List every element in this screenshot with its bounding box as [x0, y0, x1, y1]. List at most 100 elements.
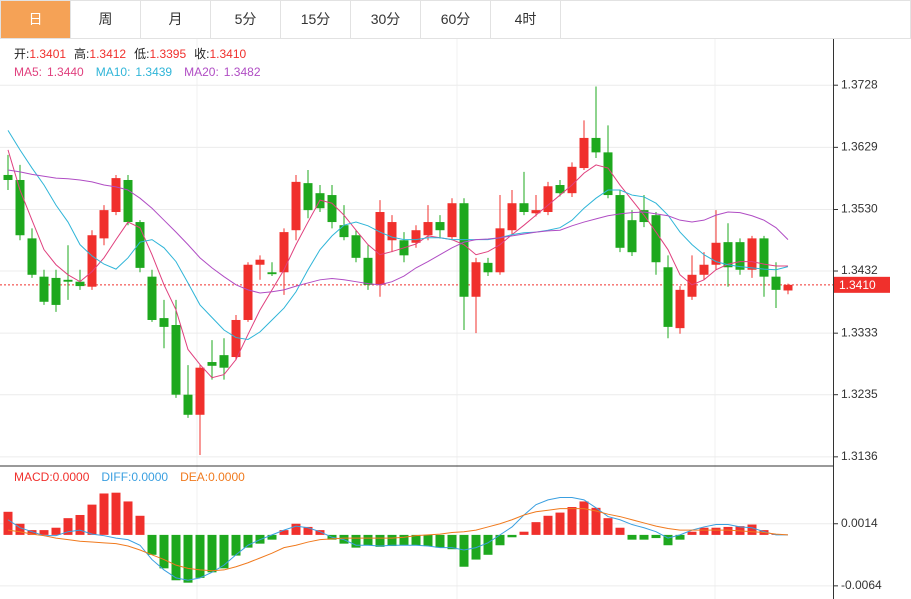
ohlc-value: 1.3395 — [149, 47, 186, 61]
candle-body — [639, 210, 649, 223]
macd-bar — [171, 534, 181, 581]
candle-body — [219, 355, 229, 368]
candle-body — [447, 203, 457, 238]
line-ma5 — [7, 149, 788, 379]
candle-body — [519, 203, 529, 213]
candle-body — [651, 215, 661, 263]
candle-body — [711, 242, 721, 265]
candle-body — [423, 222, 433, 236]
candle-body — [627, 220, 637, 253]
macd-bar — [351, 534, 361, 548]
period-tab[interactable]: 日 — [1, 1, 71, 38]
y-tick-label: 1.3136 — [841, 449, 878, 463]
line-ma10 — [7, 130, 789, 340]
macd-bar — [315, 530, 325, 535]
ohlc-label: 低: — [134, 47, 149, 61]
y-tick-label: 1.3333 — [841, 325, 878, 339]
legend-label: MA20: — [184, 65, 219, 79]
legend-label: DIFF: — [101, 470, 131, 484]
candle-body — [663, 267, 673, 327]
candle-body — [567, 166, 577, 194]
macd-bar — [207, 534, 217, 573]
macd-bar — [723, 526, 733, 535]
macd-bar — [27, 530, 37, 535]
candle-body — [483, 262, 493, 273]
period-tab[interactable]: 60分 — [421, 1, 491, 38]
line-dea — [7, 508, 789, 572]
y-tick-label: 1.3235 — [841, 387, 878, 401]
legend-value: 0.0000 — [208, 470, 245, 484]
candle-body — [231, 319, 241, 358]
candle-body — [111, 178, 121, 213]
last-price-label: 1.3410 — [839, 278, 876, 292]
candle-body — [771, 276, 781, 290]
macd-bar — [51, 527, 61, 535]
macd-bar — [699, 527, 709, 535]
period-tab[interactable]: 5分 — [211, 1, 281, 38]
legend-label: DEA: — [180, 470, 208, 484]
candle-body — [327, 195, 337, 223]
candle-body — [687, 274, 697, 297]
y-tick-label: -0.0064 — [841, 578, 882, 592]
candle-body — [531, 210, 541, 214]
period-tab[interactable]: 15分 — [281, 1, 351, 38]
candle-body — [459, 203, 469, 297]
period-tab[interactable]: 月 — [141, 1, 211, 38]
period-tab[interactable]: 30分 — [351, 1, 421, 38]
macd-bar — [423, 534, 433, 547]
candle-body — [351, 235, 361, 258]
period-tab[interactable]: 4时 — [491, 1, 561, 38]
macd-bar — [519, 531, 529, 535]
y-tick-label: 1.3530 — [841, 202, 878, 216]
macd-bar — [87, 504, 97, 535]
period-tabs: 日周月 5分 15分 30分 60分 4时 — [0, 0, 911, 39]
macd-bar — [651, 534, 661, 539]
macd-bar — [15, 523, 25, 535]
legend: MA5: 1.3440 MA10: 1.3439 MA20: 1.3482 — [14, 65, 261, 79]
candle-body — [27, 238, 37, 275]
legend-value: 1.3440 — [47, 65, 84, 79]
legend-label: MA5: — [14, 65, 42, 79]
candle-body — [147, 276, 157, 320]
candle-body — [783, 284, 793, 291]
macd-bar — [591, 507, 601, 535]
candle-body — [51, 277, 61, 305]
candle-body — [267, 272, 277, 275]
candle-body — [291, 181, 301, 231]
macd-bar — [555, 512, 565, 535]
legend: MACD:0.0000 DIFF:0.0000 DEA:0.0000 — [14, 470, 245, 484]
macd-bar — [159, 534, 169, 569]
candle-body — [3, 174, 13, 180]
macd-bar — [543, 515, 553, 535]
candle-body — [579, 137, 589, 169]
candle-body — [387, 222, 397, 241]
macd-bar — [399, 534, 409, 546]
line-ma20 — [7, 169, 789, 294]
macd-bar — [495, 534, 505, 546]
candle-body — [735, 242, 745, 270]
macd-bar — [615, 527, 625, 535]
macd-bar — [375, 534, 385, 547]
period-tab[interactable]: 周 — [71, 1, 141, 38]
legend-label: MACD: — [14, 470, 53, 484]
macd-bar — [603, 518, 613, 535]
candle-body — [135, 222, 145, 268]
candle-body — [375, 212, 385, 285]
macd-bar — [231, 534, 241, 556]
ohlc-info: 开:1.3401 高:1.3412 低:1.3395 收:1.3410 — [14, 46, 247, 61]
ohlc-value: 1.3401 — [29, 47, 66, 61]
candle-body — [507, 203, 517, 231]
candle-body — [699, 264, 709, 275]
macd-bar — [99, 493, 109, 535]
candle-body — [279, 232, 289, 273]
legend-label: MA10: — [96, 65, 131, 79]
macd-bar — [279, 530, 289, 535]
macd-bar — [363, 534, 373, 546]
ohlc-label: 开: — [14, 47, 29, 61]
candle-body — [591, 137, 601, 153]
ohlc-label: 收: — [194, 47, 209, 61]
background — [0, 38, 911, 599]
candle-body — [759, 238, 769, 277]
candle-body — [255, 259, 265, 265]
